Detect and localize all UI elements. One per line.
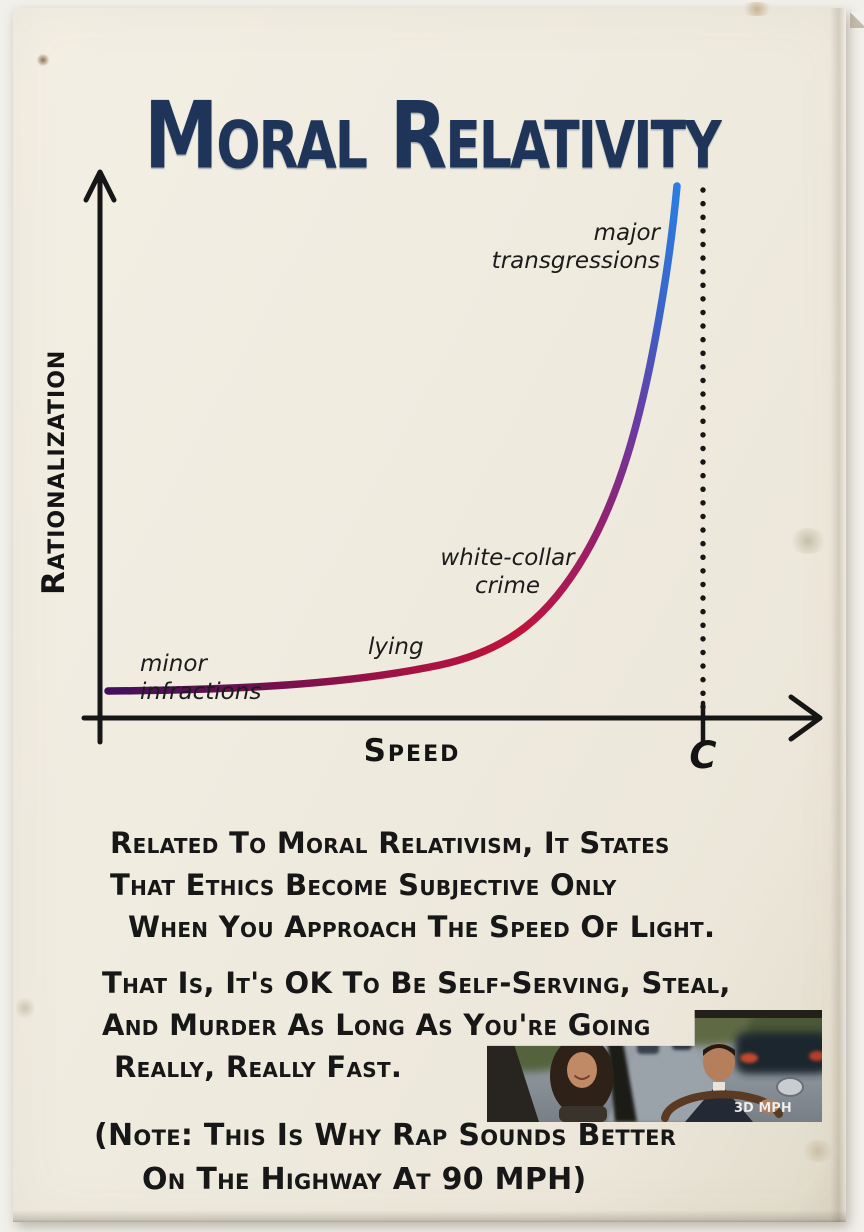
paragraph-definition: Related To Moral Relativism, It States T… <box>110 822 715 948</box>
text-line: That Is, It's OK To Be Self-Serving, Ste… <box>102 966 731 1000</box>
x-axis-label: Speed <box>363 733 461 769</box>
text-line: When You Approach The Speed Of Light. <box>128 910 716 944</box>
poster-title: Moral Relativity <box>144 80 722 190</box>
annotation-line: crime <box>474 572 541 599</box>
annotation-minor-infractions: minor infractions <box>140 651 262 705</box>
annotation-lying: lying <box>368 634 424 660</box>
paper-corner-fold <box>850 12 864 28</box>
text-line: Really, Really Fast. <box>114 1050 403 1084</box>
text-line: On The Highway At 90 MPH) <box>142 1162 587 1197</box>
y-axis-label: Rationalization <box>36 349 72 595</box>
man-driver-figure <box>685 1043 753 1122</box>
photo-watermark: 3D MPH <box>734 1101 792 1116</box>
text-line: That Ethics Become Subjective Only <box>110 868 617 902</box>
paragraph-note: (Note: This Is Why Rap Sounds Better On … <box>94 1114 676 1202</box>
annotation-white-collar-crime: white-collar crime <box>425 545 590 600</box>
woman-passenger-figure <box>550 1036 614 1122</box>
paper-edge-right <box>830 8 846 1222</box>
paper-edge-bottom <box>13 1210 846 1222</box>
text-line: (Note: This Is Why Rap Sounds Better <box>94 1118 677 1153</box>
paragraph-implication: That Is, It's OK To Be Self-Serving, Ste… <box>102 962 731 1088</box>
annotation-line: major <box>593 220 660 246</box>
text-line: Related To Moral Relativism, It States <box>110 826 670 860</box>
speed-of-light-label: C <box>689 734 717 777</box>
annotation-line: transgressions <box>491 247 660 274</box>
text-line: And Murder As Long As You're Going <box>102 1008 651 1042</box>
annotation-line: white-collar <box>440 545 575 571</box>
annotation-major-transgressions: major transgressions <box>455 220 660 275</box>
